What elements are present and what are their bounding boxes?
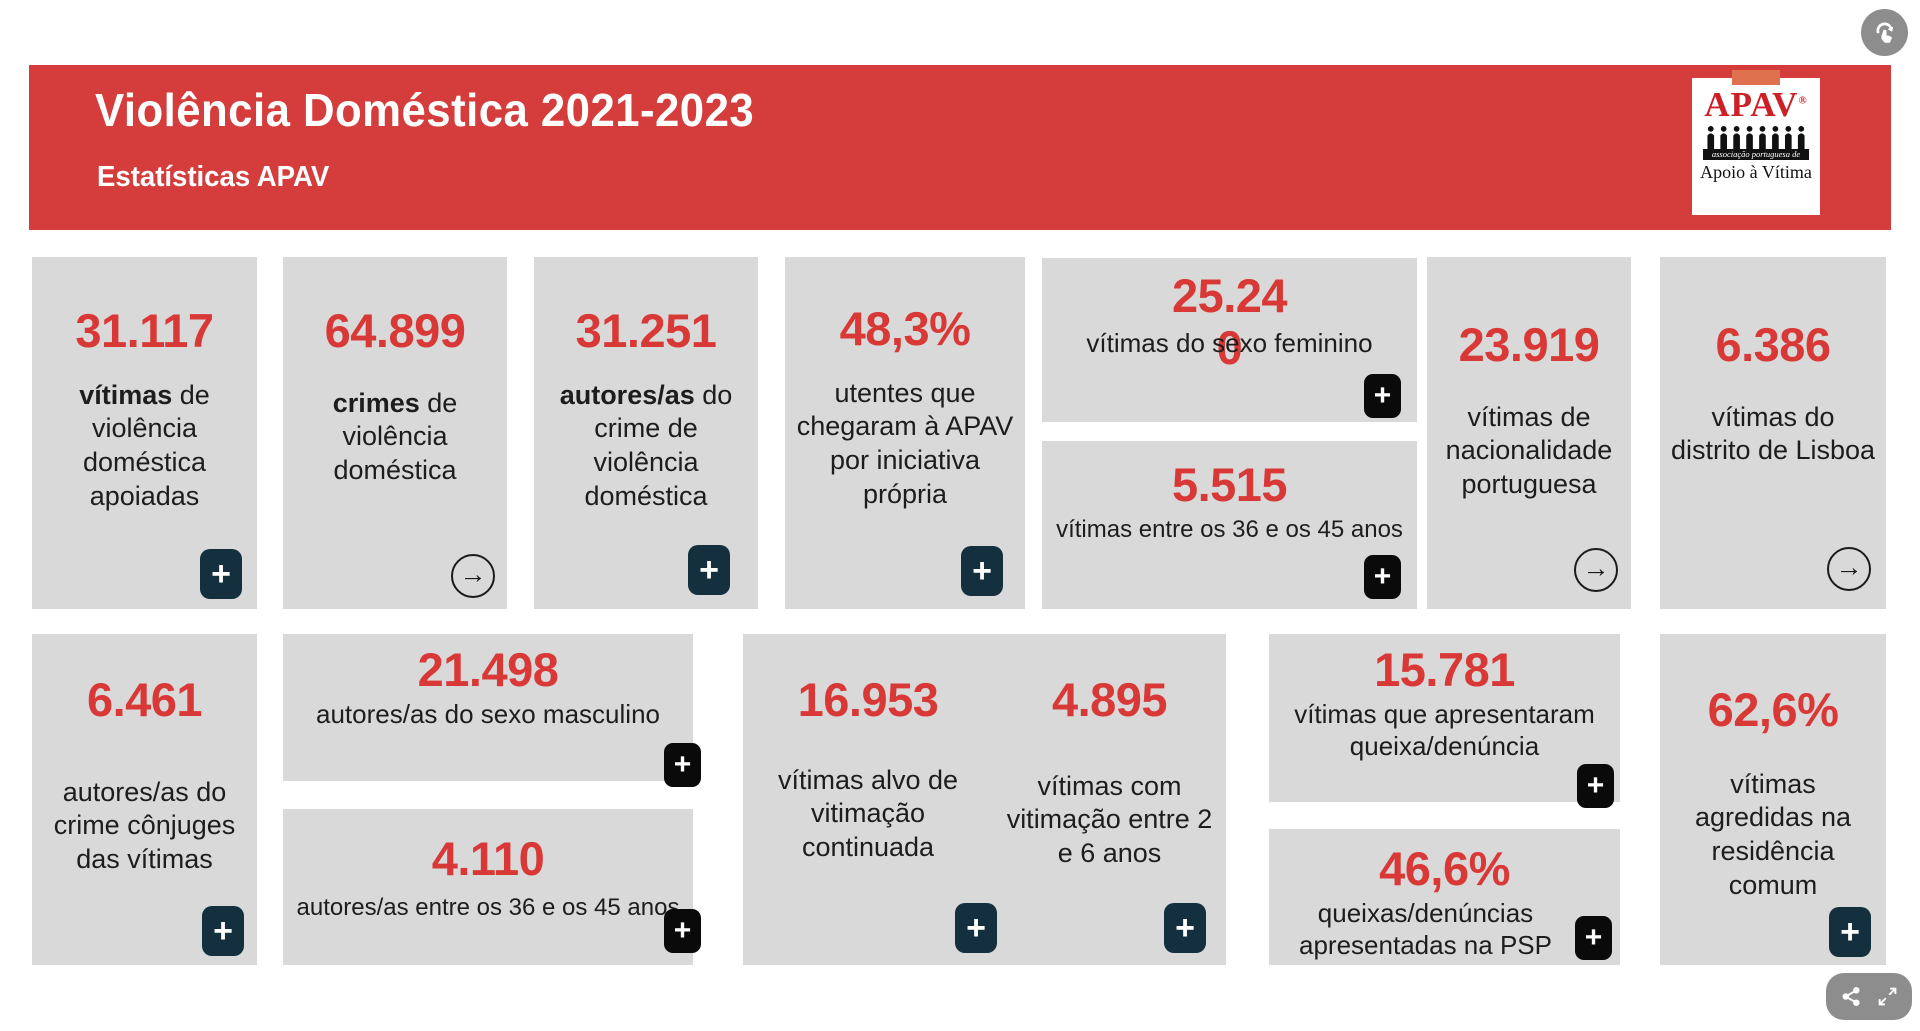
stat-card-sexo-feminino: 25.240 vítimas do sexo feminino + — [1042, 258, 1417, 422]
page-title: Violência Doméstica 2021-2023 — [95, 84, 755, 136]
stat-value: 62,6% — [1707, 683, 1839, 736]
expand-plus-button[interactable]: + — [202, 906, 244, 956]
tap-reset-icon — [1871, 19, 1898, 46]
arrow-link-button[interactable]: → — [1827, 547, 1871, 591]
stat-card-queixas-psp: 46,6% queixas/denúncias apresentadas na … — [1269, 829, 1620, 965]
page-subtitle: Estatísticas APAV — [97, 161, 330, 193]
apav-logo: APAV® associação portuguesa de Apoio à V… — [1692, 70, 1820, 215]
stat-label: utentes que chegaram à APAV por iniciati… — [796, 377, 1014, 509]
stat-label: vítimas que apresentaram queixa/denúncia — [1294, 698, 1595, 762]
arrow-link-button[interactable]: → — [451, 554, 495, 598]
stat-label: vítimas de violência doméstica apoiadas — [79, 379, 210, 511]
stat-card-vitimacao: 16.953 vítimas alvo de vitimação continu… — [743, 634, 1226, 965]
stat-label: vítimas do distrito de Lisboa — [1670, 401, 1876, 466]
stat-label: vítimas do sexo feminino — [1086, 328, 1373, 359]
stat-value: 4.110 — [431, 832, 545, 885]
expand-plus-button[interactable]: + — [664, 909, 701, 953]
expand-plus-button[interactable]: + — [1364, 374, 1401, 418]
arrow-link-button[interactable]: → — [1574, 548, 1618, 592]
stat-label: vítimas com vitimação entre 2 e 6 anos — [1006, 770, 1213, 869]
fullscreen-button[interactable] — [1877, 986, 1898, 1007]
people-silhouettes-icon — [1692, 125, 1820, 149]
embed-controls — [1826, 973, 1912, 1020]
stat-value: 5.515 — [1171, 458, 1288, 511]
stat-value: 31.117 — [75, 304, 214, 357]
stat-value: 48,3% — [839, 302, 971, 355]
expand-plus-button[interactable]: + — [1829, 907, 1871, 957]
expand-plus-button[interactable]: + — [1364, 555, 1401, 599]
expand-plus-button[interactable]: + — [955, 903, 997, 953]
stat-label: autores/as entre os 36 e os 45 anos — [296, 893, 680, 921]
logo-tape — [1732, 70, 1780, 85]
stat-value: 15.781 — [1374, 643, 1515, 696]
stat-subcard-vitimacao-continuada: 16.953 vítimas alvo de vitimação continu… — [743, 634, 993, 965]
expand-plus-button[interactable]: + — [664, 743, 701, 787]
stat-value: 6.386 — [1715, 318, 1831, 371]
stat-subcard-vitimacao-2-6-anos: 4.895 vítimas com vitimação entre 2 e 6 … — [993, 634, 1226, 965]
stat-label: queixas/denúncias apresentadas na PSP — [1299, 897, 1552, 961]
stat-card-utentes-iniciativa: 48,3% utentes que chegaram à APAV por in… — [785, 257, 1025, 609]
stat-card-crimes: 64.899 crimes de violência doméstica → — [283, 257, 507, 609]
stat-value: 31.251 — [575, 304, 717, 357]
expand-plus-button[interactable]: + — [1164, 903, 1206, 953]
expand-plus-button[interactable]: + — [1575, 916, 1612, 960]
fullscreen-icon — [1877, 986, 1898, 1007]
header-banner: Violência Doméstica 2021-2023 Estatístic… — [29, 65, 1891, 230]
stat-label: autores/as do crime cônjuges das vítimas — [53, 776, 236, 875]
stat-label: autores/as do sexo masculino — [316, 698, 660, 729]
stat-card-distrito-lisboa: 6.386 vítimas do distrito de Lisboa → — [1660, 257, 1886, 609]
stat-value: 23.919 — [1458, 318, 1600, 371]
stat-card-residencia-comum: 62,6% vítimas agredidas na residência co… — [1660, 634, 1886, 965]
stat-card-autores: 31.251 autores/as do crime de violência … — [534, 257, 758, 609]
stat-value: 4.895 — [1051, 673, 1168, 726]
stat-card-vitimas-36-45: 5.515 vítimas entre os 36 e os 45 anos + — [1042, 441, 1417, 609]
logo-name: Apoio à Vítima — [1700, 161, 1812, 182]
stat-card-nacionalidade: 23.919 vítimas de nacionalidade portugue… — [1427, 257, 1631, 609]
stat-label: vítimas entre os 36 e os 45 anos — [1056, 515, 1403, 543]
share-button[interactable] — [1840, 985, 1863, 1008]
stat-card-conjuges: 6.461 autores/as do crime cônjuges das v… — [32, 634, 257, 965]
stat-label: vítimas alvo de vitimação continuada — [777, 764, 959, 863]
stat-label: autores/as do crime de violência domésti… — [559, 379, 733, 511]
stat-card-queixa-denuncia: 15.781 vítimas que apresentaram queixa/d… — [1269, 634, 1620, 808]
stat-value: 46,6% — [1379, 842, 1510, 895]
stat-card-vitimas-apoiadas: 31.117 vítimas de violência doméstica ap… — [32, 257, 257, 609]
stat-label: crimes de violência doméstica — [332, 387, 458, 486]
stat-card-autores-36-45: 4.110 autores/as entre os 36 e os 45 ano… — [283, 809, 701, 965]
stat-value: 25.240 — [1171, 269, 1288, 374]
expand-plus-button[interactable]: + — [1577, 764, 1614, 808]
share-icon — [1840, 985, 1863, 1008]
stat-card-sexo-masculino: 21.498 autores/as do sexo masculino + — [283, 634, 701, 787]
stat-value: 21.498 — [417, 643, 559, 696]
stat-label: vítimas de nacionalidade portuguesa — [1445, 401, 1613, 500]
logo-wordmark: APAV® — [1704, 85, 1808, 124]
expand-plus-button[interactable]: + — [688, 545, 730, 595]
stat-label: vítimas agredidas na residência comum — [1694, 768, 1852, 900]
expand-plus-button[interactable]: + — [200, 549, 242, 599]
expand-plus-button[interactable]: + — [961, 546, 1003, 596]
logo-band-text: associação portuguesa de — [1703, 148, 1809, 160]
stat-value: 64.899 — [324, 304, 466, 357]
reset-button[interactable] — [1861, 9, 1908, 56]
stat-value: 16.953 — [797, 673, 939, 726]
stat-value: 6.461 — [86, 673, 203, 726]
